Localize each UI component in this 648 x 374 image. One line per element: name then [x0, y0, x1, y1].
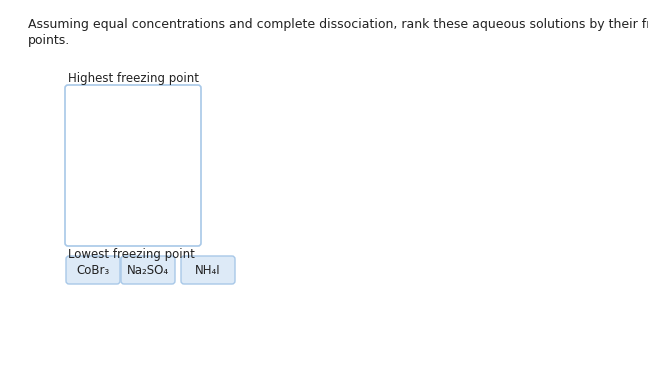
Text: CoBr₃: CoBr₃ [76, 264, 110, 276]
Text: Lowest freezing point: Lowest freezing point [68, 248, 195, 261]
FancyBboxPatch shape [65, 85, 201, 246]
FancyBboxPatch shape [121, 256, 175, 284]
FancyBboxPatch shape [181, 256, 235, 284]
Text: NH₄I: NH₄I [195, 264, 221, 276]
Text: Highest freezing point: Highest freezing point [68, 72, 199, 85]
Text: Na₂SO₄: Na₂SO₄ [127, 264, 169, 276]
Text: points.: points. [28, 34, 70, 47]
Text: Assuming equal concentrations and complete dissociation, rank these aqueous solu: Assuming equal concentrations and comple… [28, 18, 648, 31]
FancyBboxPatch shape [66, 256, 120, 284]
